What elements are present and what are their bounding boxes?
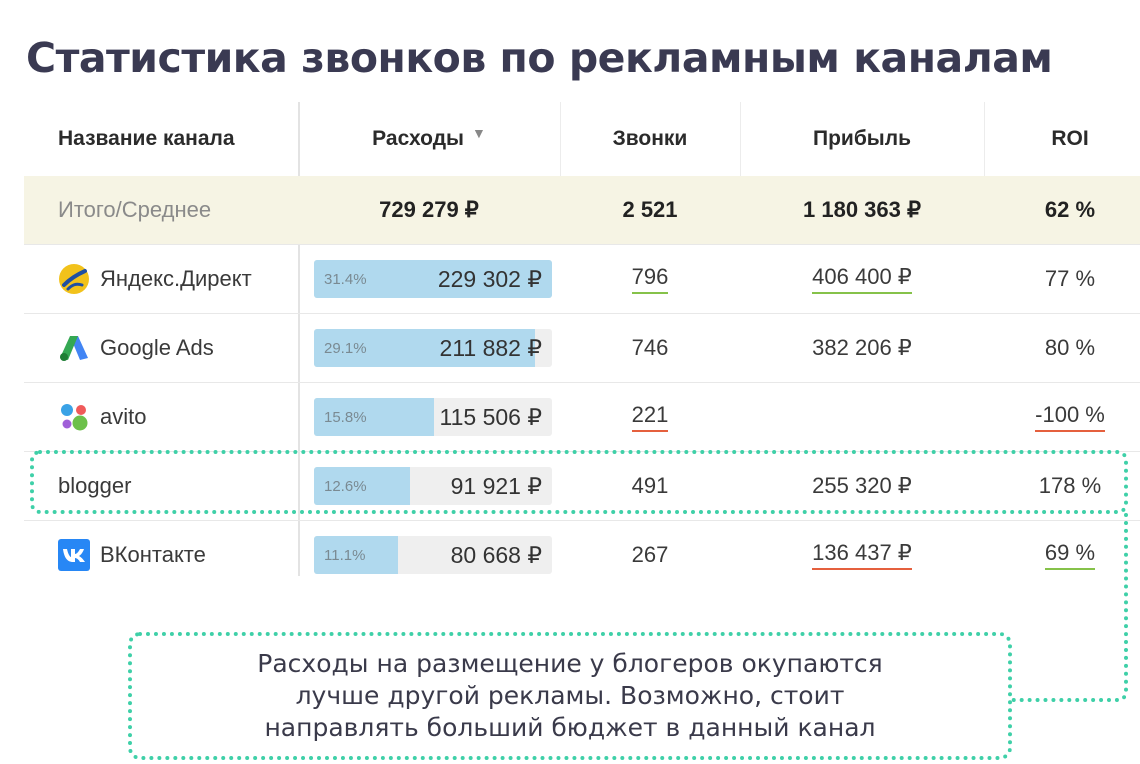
- cost-share-bar: 29.1% 211 882 ₽: [314, 329, 552, 367]
- profit-cell: 382 206 ₽: [812, 335, 912, 360]
- calls-cell: 796: [560, 245, 740, 313]
- cost-share-percent: 12.6%: [324, 477, 367, 495]
- vk-icon: [58, 539, 90, 571]
- cost-share-bar: 11.1% 80 668 ₽: [314, 536, 552, 574]
- channel-stats-table: Название канала Расходы ▼ Звонки Прибыль…: [24, 102, 1140, 589]
- profit-cell: 255 320 ₽: [812, 473, 912, 498]
- cost-share-fill: [314, 329, 535, 367]
- cost-share-percent: 29.1%: [324, 339, 367, 357]
- total-cost: 729 279 ₽: [379, 197, 479, 222]
- profit-cell: 136 437 ₽: [740, 521, 984, 589]
- column-divider: [298, 102, 300, 576]
- cost-share-bar: 12.6% 91 921 ₽: [314, 467, 552, 505]
- header-cost[interactable]: Расходы ▼: [298, 102, 560, 176]
- roi-cell: 80 %: [1044, 335, 1096, 360]
- total-label: Итого/Среднее: [58, 197, 212, 222]
- page-title: Статистика звонков по рекламным каналам: [26, 34, 1053, 82]
- calls-link[interactable]: 796: [631, 264, 669, 294]
- channel-name-cell: ВКонтакте: [24, 521, 298, 589]
- callout-connector: [1010, 512, 1128, 702]
- channel-name[interactable]: avito: [100, 404, 147, 429]
- calls-cell: 746: [631, 335, 669, 360]
- calls-link[interactable]: 221: [631, 402, 669, 432]
- callout-box: Расходы на размещение у блогеров окупают…: [128, 632, 1012, 760]
- table-row: blogger 12.6% 91 921 ₽ 491 255 320 ₽ 178…: [24, 452, 1140, 521]
- roi-link[interactable]: 69 %: [1044, 540, 1096, 570]
- channel-name-cell: avito: [24, 383, 298, 451]
- header-roi[interactable]: ROI: [1051, 127, 1089, 150]
- cost-share-fill: [314, 467, 410, 505]
- header-calls[interactable]: Звонки: [612, 127, 688, 150]
- cost-value: 91 921 ₽: [450, 472, 542, 499]
- calls-cell: 267: [631, 542, 669, 567]
- cost-share-percent: 11.1%: [324, 546, 366, 564]
- header-divider: [984, 102, 985, 176]
- header-divider: [560, 102, 561, 176]
- cost-value: 211 882 ₽: [439, 334, 542, 361]
- cost-cell: 29.1% 211 882 ₽: [298, 314, 560, 382]
- total-roi: 62 %: [1044, 197, 1096, 222]
- google-ads-icon: [60, 336, 88, 361]
- cost-share-fill: [314, 536, 399, 574]
- table-row: avito 15.8% 115 506 ₽ 221 -100 %: [24, 383, 1140, 452]
- table-row: Яндекс.Директ 31.4% 229 302 ₽ 796 406 40…: [24, 245, 1140, 314]
- table-row: Google Ads 29.1% 211 882 ₽ 746 382 206 ₽…: [24, 314, 1140, 383]
- header-channel-name[interactable]: Название канала: [58, 127, 235, 150]
- calls-cell: 221: [560, 383, 740, 451]
- total-calls: 2 521: [622, 197, 678, 222]
- total-profit: 1 180 363 ₽: [803, 197, 921, 222]
- header-divider: [740, 102, 741, 176]
- callout-text: Расходы на размещение у блогеров окупают…: [257, 649, 883, 742]
- channel-name[interactable]: Яндекс.Директ: [100, 266, 252, 291]
- cost-share-percent: 31.4%: [324, 270, 367, 288]
- channel-name[interactable]: blogger: [58, 473, 132, 498]
- cost-value: 229 302 ₽: [437, 265, 542, 292]
- cost-share-fill: [314, 260, 552, 298]
- cost-value: 80 668 ₽: [450, 541, 542, 568]
- blogger-row-highlight: [30, 450, 1128, 514]
- cost-share-bar: 31.4% 229 302 ₽: [314, 260, 552, 298]
- channel-name-cell: blogger: [24, 452, 298, 520]
- table-row: ВКонтакте 11.1% 80 668 ₽ 267 136 437 ₽ 6…: [24, 521, 1140, 589]
- cost-cell: 12.6% 91 921 ₽: [298, 452, 560, 520]
- roi-cell: 77 %: [1044, 266, 1096, 291]
- cost-share-bar: 15.8% 115 506 ₽: [314, 398, 552, 436]
- profit-cell: 406 400 ₽: [740, 245, 984, 313]
- channel-name-cell: Яндекс.Директ: [24, 245, 298, 313]
- cost-cell: 31.4% 229 302 ₽: [298, 245, 560, 313]
- total-row: Итого/Среднее 729 279 ₽ 2 521 1 180 363 …: [24, 176, 1140, 245]
- cost-cell: 11.1% 80 668 ₽: [298, 521, 560, 589]
- channel-name[interactable]: Google Ads: [100, 335, 214, 360]
- profit-cell: [740, 383, 984, 451]
- roi-cell: 69 %: [984, 521, 1140, 589]
- cost-share-percent: 15.8%: [324, 408, 367, 426]
- cost-value: 115 506 ₽: [439, 403, 542, 430]
- cost-cell: 15.8% 115 506 ₽: [298, 383, 560, 451]
- yandex-direct-icon: [59, 264, 89, 294]
- channel-name[interactable]: ВКонтакте: [100, 542, 206, 567]
- profit-link[interactable]: 406 400 ₽: [812, 264, 912, 294]
- roi-cell: 178 %: [1038, 473, 1102, 498]
- avito-icon: [61, 404, 88, 431]
- calls-cell: 491: [631, 473, 669, 498]
- sort-desc-icon[interactable]: ▼: [471, 125, 486, 141]
- roi-cell: -100 %: [984, 383, 1140, 451]
- header-cost-label: Расходы: [372, 127, 464, 150]
- roi-link[interactable]: -100 %: [1035, 402, 1105, 432]
- header-profit[interactable]: Прибыль: [813, 127, 911, 150]
- profit-link[interactable]: 136 437 ₽: [812, 540, 912, 570]
- cost-share-fill: [314, 398, 434, 436]
- table-header-row: Название канала Расходы ▼ Звонки Прибыль…: [24, 102, 1140, 176]
- channel-name-cell: Google Ads: [24, 314, 298, 382]
